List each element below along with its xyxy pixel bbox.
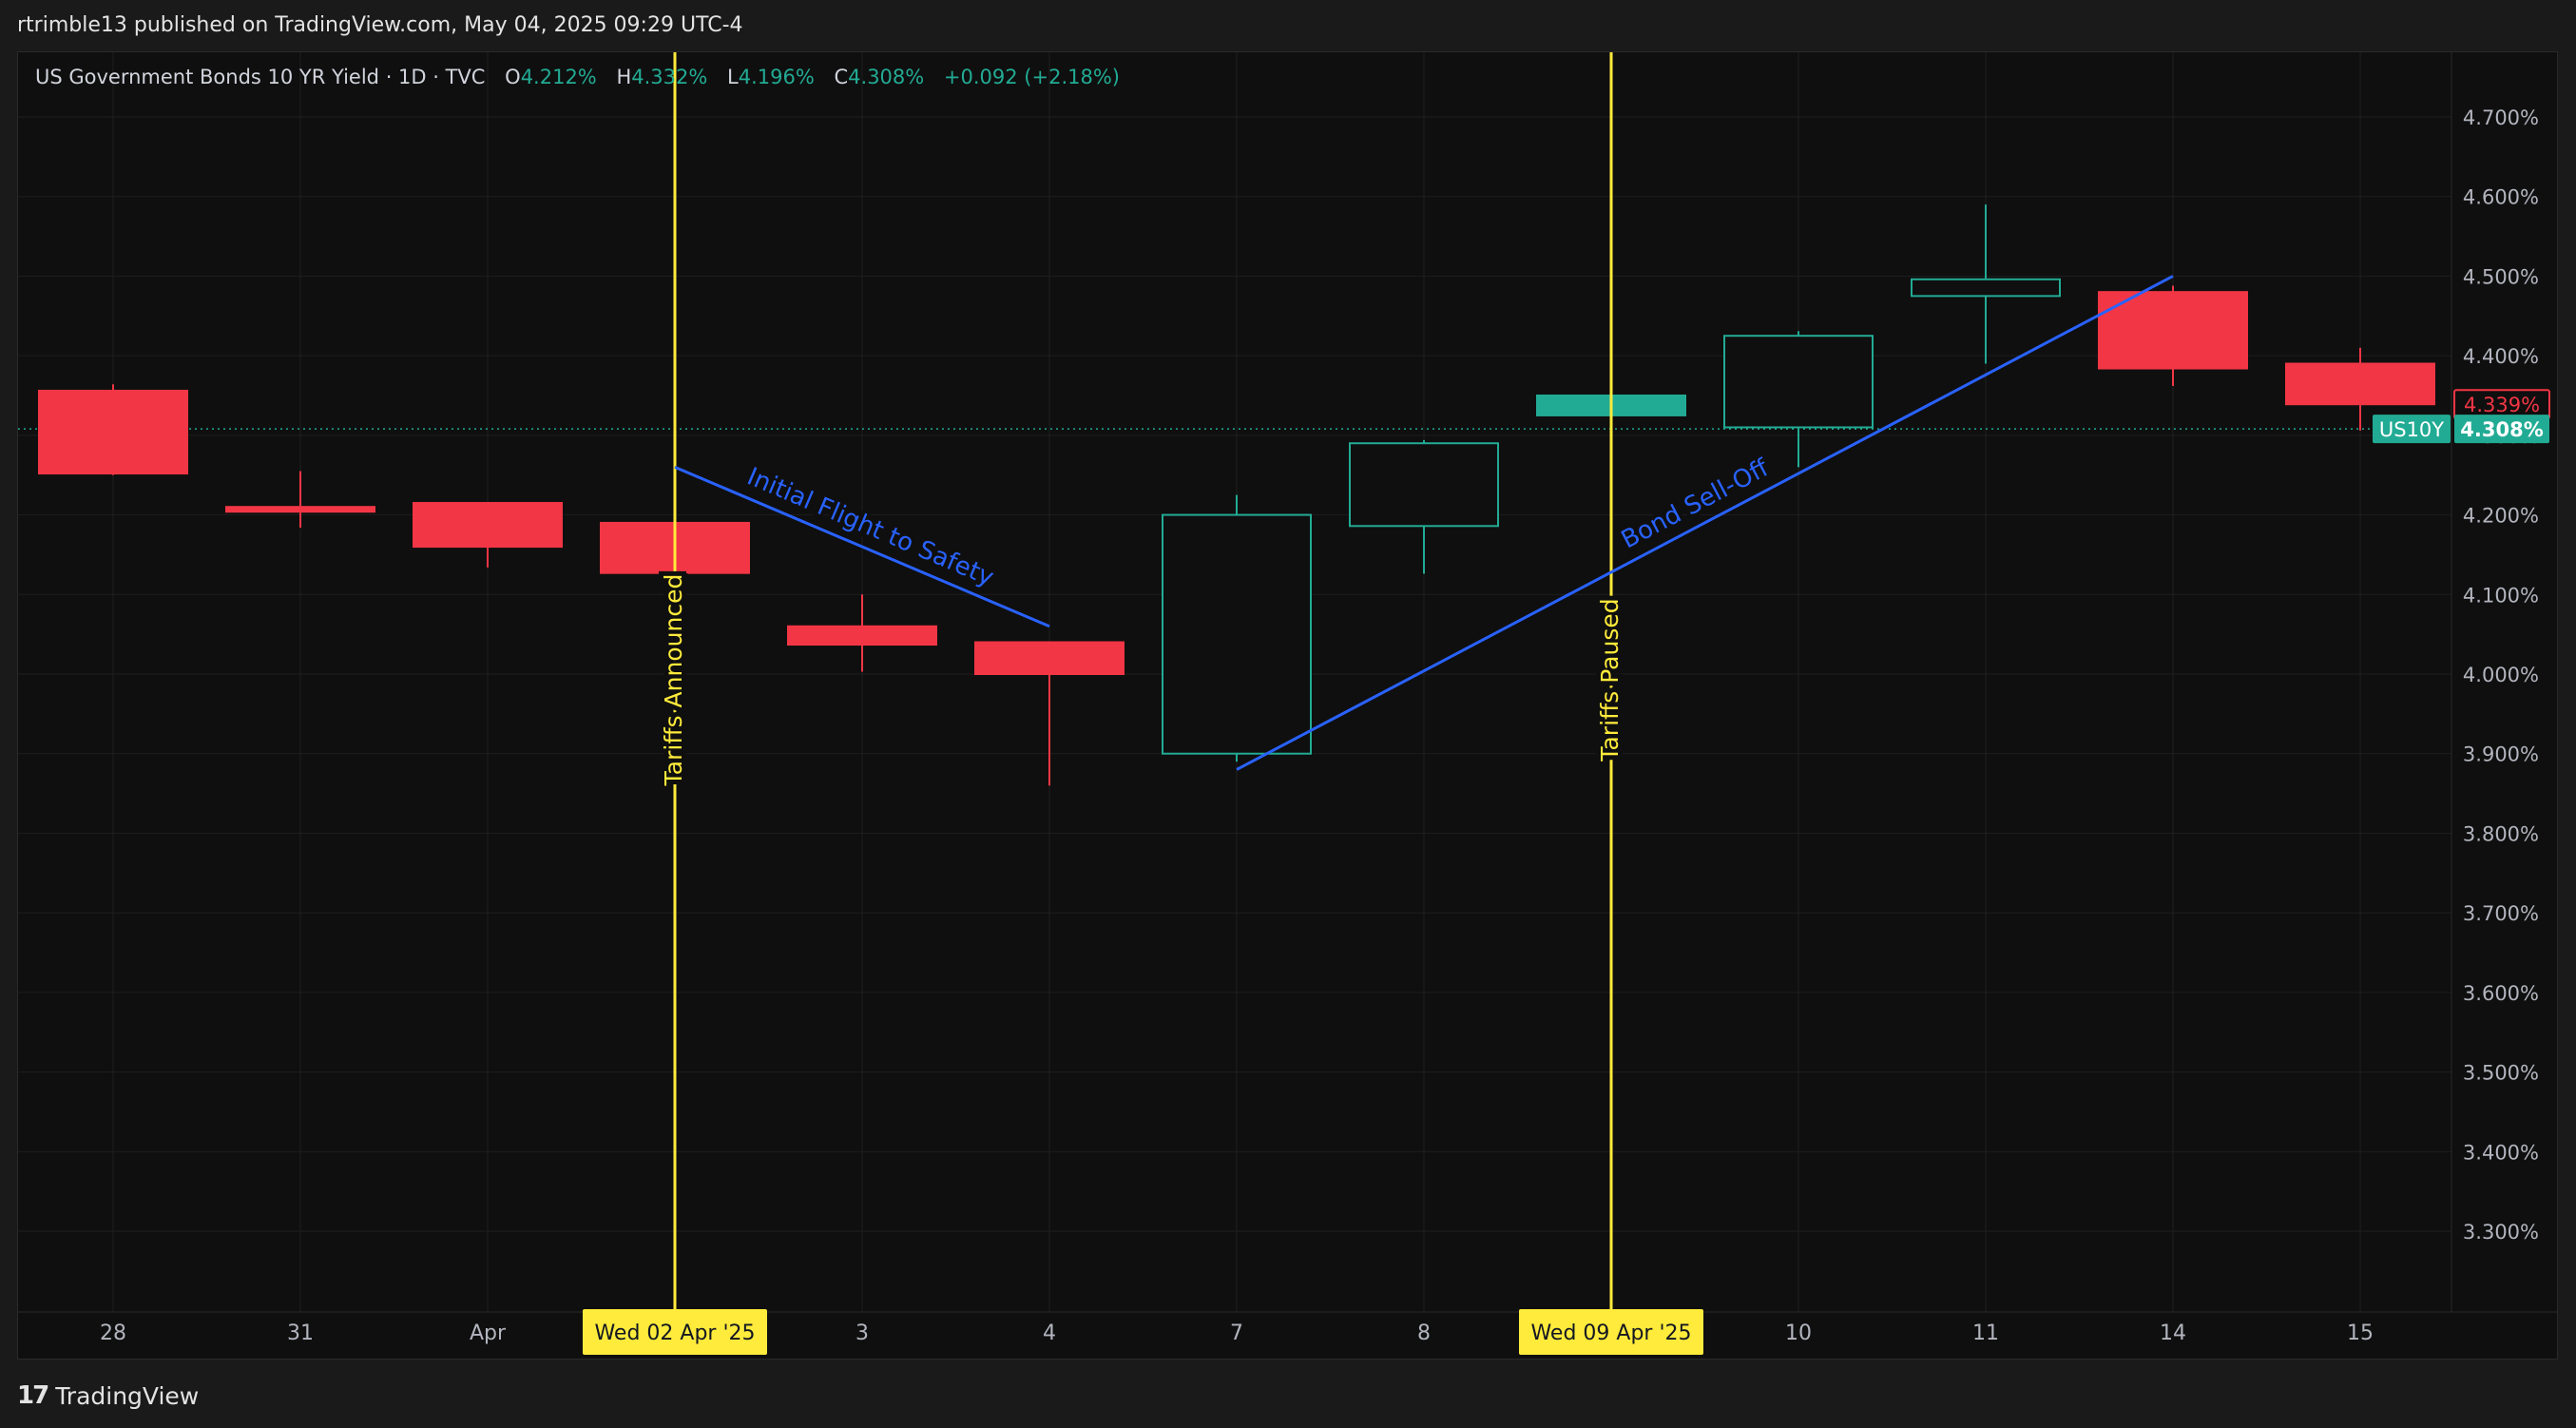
last-price-label: 4.308% [2460, 418, 2543, 441]
y-tick-label: 3.500% [2463, 1062, 2539, 1085]
x-tick-label: 31 [287, 1322, 314, 1345]
legend-close-label: C [834, 66, 849, 88]
y-tick-label: 4.000% [2463, 664, 2539, 686]
candlestick-chart[interactable]: 3.300% 3.400% 3.500% 3.600% 3.700% 3.800% 3.90… [18, 52, 2558, 1360]
candle [787, 594, 937, 672]
y-tick-label: 4.500% [2463, 265, 2539, 288]
event-line-label: Tariffs Announced [660, 574, 687, 787]
y-tick-label: 4.600% [2463, 186, 2539, 209]
candle-body [974, 641, 1125, 675]
candle-body [1349, 442, 1499, 528]
x-tick-label: 10 [1785, 1322, 1812, 1345]
event-line-label: Tariffs Paused [1596, 598, 1624, 762]
y-tick-label: 3.400% [2463, 1141, 2539, 1164]
y-tick-label: 3.600% [2463, 982, 2539, 1005]
legend-close-value: 4.308% [848, 66, 925, 88]
candle [38, 384, 188, 475]
y-tick-label: 3.800% [2463, 822, 2539, 845]
candle [413, 502, 563, 568]
publish-info: rtrimble13 published on TradingView.com,… [17, 13, 743, 37]
event-date-badge-label: Wed 09 Apr '25 [1530, 1322, 1691, 1345]
y-tick-label: 3.300% [2463, 1221, 2539, 1244]
tradingview-logo-icon: 17 [17, 1381, 49, 1410]
legend-change: +0.092 (+2.18%) [943, 66, 1121, 88]
y-tick-label: 4.200% [2463, 505, 2539, 528]
candle-body [225, 506, 375, 513]
x-tick-label: 8 [1417, 1322, 1431, 1345]
x-tick-label: 11 [1972, 1322, 1999, 1345]
price-label: 4.339% [2464, 394, 2540, 416]
x-tick-label: 3 [855, 1322, 869, 1345]
candle [1349, 439, 1499, 574]
x-tick-label: Apr [470, 1322, 507, 1345]
tradingview-footer[interactable]: 17 TradingView [17, 1377, 199, 1415]
top-bar: rtrimble13 published on TradingView.com,… [0, 0, 2576, 51]
x-tick-label: 15 [2347, 1322, 2374, 1345]
x-tick-label: 4 [1043, 1322, 1056, 1345]
x-tick-label: 28 [100, 1322, 126, 1345]
trend-line-label: Initial Flight to Safety [743, 463, 998, 593]
legend-high-value: 4.332% [631, 66, 708, 88]
candle [2285, 347, 2435, 431]
candle [1911, 204, 2061, 364]
candle [2098, 285, 2248, 386]
y-tick-label: 3.700% [2463, 902, 2539, 925]
candle-body [2098, 291, 2248, 370]
event-date-badge [1519, 1309, 1703, 1355]
trend-line [674, 465, 1050, 628]
symbol-label-box [2373, 415, 2451, 444]
legend-high-label: H [616, 66, 632, 88]
y-tick-label: 3.900% [2463, 743, 2539, 766]
y-tick-label: 4.400% [2463, 345, 2539, 368]
candle-body [38, 389, 188, 475]
chart-legend: US Government Bonds 10 YR Yield · 1D · T… [35, 66, 1120, 88]
legend-low-label: L [727, 66, 739, 88]
symbol-label: US10Y [2379, 418, 2444, 441]
candle-body [1723, 335, 1874, 429]
candle-body [1162, 513, 1312, 755]
last-price-label-box [2454, 415, 2549, 444]
event-date-badge-label: Wed 02 Apr '25 [594, 1322, 755, 1345]
candle-body [413, 502, 563, 549]
x-tick-label: 14 [2160, 1322, 2186, 1345]
trend-line [1236, 275, 2174, 771]
x-tick-label: 7 [1230, 1322, 1243, 1345]
candle [1723, 331, 1874, 468]
y-tick-label: 4.700% [2463, 106, 2539, 129]
candle [225, 471, 375, 528]
chart-frame[interactable]: 3.300% 3.400% 3.500% 3.600% 3.700% 3.800% 3.90… [17, 51, 2558, 1360]
legend-open-label: O [505, 66, 521, 88]
legend-symbol: US Government Bonds 10 YR Yield · 1D · T… [35, 66, 486, 88]
candle-body [2285, 362, 2435, 406]
event-date-badge [583, 1309, 767, 1355]
candle [1162, 494, 1312, 762]
trend-line-label: Bond Sell-Off [1617, 453, 1775, 554]
tradingview-brand: TradingView [55, 1381, 200, 1410]
y-tick-label: 4.100% [2463, 584, 2539, 607]
legend-open-value: 4.212% [520, 66, 597, 88]
candles [38, 204, 2435, 786]
candle-body [1911, 278, 2061, 298]
candle-body [787, 625, 937, 646]
legend-low-value: 4.196% [738, 66, 815, 88]
candle [974, 641, 1125, 786]
grid [18, 52, 2451, 1312]
